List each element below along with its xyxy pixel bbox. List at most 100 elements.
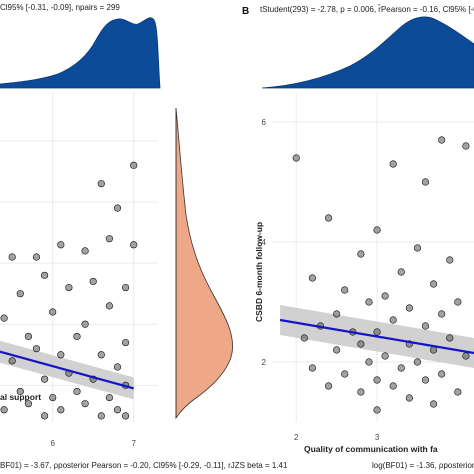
- data-point: [65, 283, 73, 292]
- data-point: [357, 250, 365, 258]
- data-point: [438, 310, 446, 318]
- data-point: [97, 351, 105, 359]
- y-tick-label: 4: [262, 238, 267, 247]
- panel-a-x-ticks: 567: [50, 439, 136, 448]
- data-point: [413, 358, 422, 366]
- data-point: [130, 161, 138, 169]
- data-point: [300, 334, 308, 342]
- data-point: [97, 412, 105, 420]
- data-point: [389, 316, 397, 324]
- panel-b-x-label: Quality of communication with fa: [304, 444, 438, 454]
- data-point: [113, 204, 122, 212]
- panel-a: Cl95% [-0.31, -0.09], npairs = 299 567 a…: [0, 3, 288, 470]
- data-point: [121, 283, 130, 292]
- data-point: [105, 235, 113, 243]
- panel-b-stat-header: tStudent(293) = -2.78, p = 0.006, r̂Pear…: [260, 5, 474, 14]
- data-point: [381, 352, 389, 360]
- data-point: [446, 256, 454, 264]
- panel-a-stat-footer: BF01) = -3.67, ρposterior Pearson = -0.2…: [0, 461, 288, 470]
- panel-a-side-density: [175, 107, 233, 420]
- data-point: [397, 364, 405, 372]
- data-point: [105, 302, 113, 310]
- panel-b-regression: [279, 318, 474, 355]
- data-point: [81, 247, 89, 255]
- data-point: [73, 387, 81, 396]
- data-point: [121, 412, 130, 420]
- data-point: [16, 290, 24, 298]
- y-tick-label: 6: [262, 118, 267, 127]
- data-point: [373, 376, 381, 384]
- data-point: [405, 394, 413, 402]
- data-point: [89, 277, 97, 286]
- data-point: [57, 351, 65, 359]
- data-point: [373, 406, 381, 414]
- data-point: [308, 364, 317, 372]
- panel-b-plot-area: [270, 92, 474, 422]
- panel-a-top-density: [0, 17, 161, 89]
- data-point: [341, 286, 349, 294]
- x-tick-label: 7: [131, 439, 136, 448]
- data-point: [40, 375, 49, 383]
- data-point: [333, 346, 341, 354]
- panel-a-stat-header: Cl95% [-0.31, -0.09], npairs = 299: [0, 3, 120, 12]
- data-point: [397, 268, 405, 276]
- x-tick-label: 6: [50, 439, 55, 448]
- data-point: [462, 142, 470, 150]
- data-point: [40, 271, 49, 279]
- data-point: [413, 244, 422, 252]
- data-point: [430, 400, 438, 408]
- data-point: [49, 308, 57, 316]
- data-point: [292, 154, 300, 162]
- data-point: [113, 363, 122, 371]
- data-point: [97, 180, 105, 188]
- regression-line: [279, 318, 474, 355]
- data-point: [462, 352, 470, 360]
- data-point: [357, 340, 365, 348]
- data-point: [421, 322, 430, 330]
- panel-a-points: [0, 161, 138, 420]
- x-tick-label: 2: [294, 433, 299, 442]
- data-point: [73, 332, 81, 341]
- panel-b-letter: B: [242, 6, 249, 17]
- data-point: [0, 406, 8, 414]
- data-point: [365, 358, 373, 366]
- data-point: [0, 314, 8, 322]
- data-point: [324, 214, 333, 222]
- x-tick-label: 3: [375, 433, 380, 442]
- data-point: [113, 406, 122, 414]
- data-point: [40, 412, 49, 420]
- data-point: [16, 387, 24, 396]
- data-point: [81, 320, 89, 328]
- data-point: [421, 376, 430, 384]
- data-point: [430, 346, 438, 354]
- data-point: [308, 274, 317, 282]
- panel-b-top-density: [261, 16, 474, 89]
- data-point: [57, 406, 65, 414]
- data-point: [405, 304, 413, 312]
- data-point: [365, 298, 373, 306]
- data-point: [32, 253, 41, 261]
- panel-a-x-label: al support: [0, 392, 41, 402]
- data-point: [389, 382, 397, 390]
- data-point: [24, 332, 33, 341]
- panel-b-stat-footer: log(BF01) = -1.36, ρposterior Pearson: [372, 461, 474, 470]
- panel-a-regression: [0, 350, 134, 390]
- data-point: [8, 253, 16, 261]
- data-point: [430, 280, 438, 288]
- regression-line: [0, 350, 134, 390]
- data-point: [438, 370, 446, 378]
- panel-b-y-label: CSBD 6-month follow-up: [254, 222, 264, 322]
- data-point: [49, 393, 57, 402]
- data-point: [446, 334, 454, 342]
- data-point: [130, 241, 138, 249]
- data-point: [421, 178, 430, 186]
- data-point: [324, 382, 333, 390]
- data-point: [81, 400, 89, 408]
- data-point: [454, 298, 462, 306]
- data-point: [8, 357, 16, 365]
- data-point: [57, 241, 65, 249]
- panel-b-points: [292, 136, 470, 414]
- y-tick-label: 2: [262, 358, 267, 367]
